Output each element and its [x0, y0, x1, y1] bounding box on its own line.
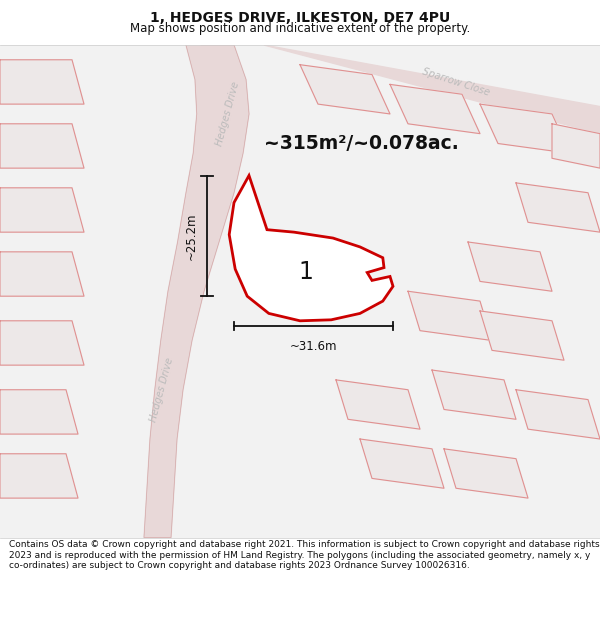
Polygon shape	[516, 390, 600, 439]
Polygon shape	[552, 124, 600, 168]
Polygon shape	[480, 311, 564, 360]
Polygon shape	[360, 439, 444, 488]
Polygon shape	[0, 60, 84, 104]
Polygon shape	[336, 380, 420, 429]
Text: Map shows position and indicative extent of the property.: Map shows position and indicative extent…	[130, 22, 470, 35]
Polygon shape	[444, 449, 528, 498]
Polygon shape	[468, 242, 552, 291]
Polygon shape	[408, 291, 492, 341]
Text: ~31.6m: ~31.6m	[289, 341, 337, 354]
Polygon shape	[0, 321, 84, 365]
Polygon shape	[229, 176, 393, 321]
Text: Hedges Drive: Hedges Drive	[215, 81, 241, 147]
Text: 1: 1	[299, 259, 313, 284]
Polygon shape	[0, 124, 84, 168]
Polygon shape	[264, 45, 600, 134]
Polygon shape	[0, 390, 78, 434]
Text: Sparrow Close: Sparrow Close	[421, 66, 491, 98]
Polygon shape	[432, 370, 516, 419]
Polygon shape	[0, 252, 84, 296]
Text: ~315m²/~0.078ac.: ~315m²/~0.078ac.	[264, 134, 459, 153]
Polygon shape	[390, 84, 480, 134]
Text: Hedges Drive: Hedges Drive	[149, 356, 175, 423]
Text: 1, HEDGES DRIVE, ILKESTON, DE7 4PU: 1, HEDGES DRIVE, ILKESTON, DE7 4PU	[150, 11, 450, 25]
Polygon shape	[0, 188, 84, 232]
Polygon shape	[300, 65, 390, 114]
Polygon shape	[144, 45, 249, 538]
Polygon shape	[480, 104, 570, 153]
Text: ~25.2m: ~25.2m	[184, 213, 197, 260]
Text: Contains OS data © Crown copyright and database right 2021. This information is : Contains OS data © Crown copyright and d…	[9, 540, 599, 570]
Polygon shape	[516, 183, 600, 232]
Polygon shape	[0, 454, 78, 498]
